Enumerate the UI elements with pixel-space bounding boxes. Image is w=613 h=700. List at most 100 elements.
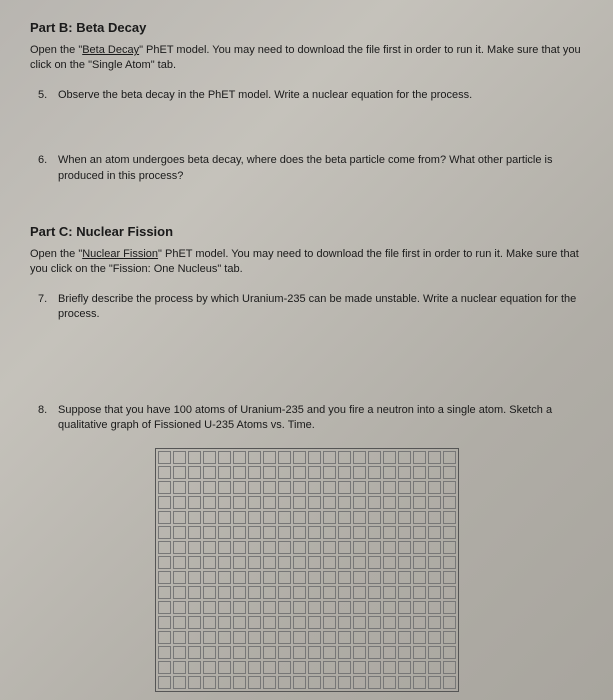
graph-cell [218,631,231,644]
graph-cell [293,601,306,614]
graph-cell [413,496,426,509]
graph-cell [173,496,186,509]
graph-cell [398,586,411,599]
graph-cell [368,586,381,599]
graph-cell [203,556,216,569]
graph-cell [158,676,171,689]
graph-cell [308,451,321,464]
graph-cell [323,631,336,644]
graph-cell [203,451,216,464]
graph-cell [368,661,381,674]
graph-cell [248,586,261,599]
graph-cell [443,526,456,539]
graph-cell [218,646,231,659]
graph-cell [353,616,366,629]
graph-cell [218,466,231,479]
graph-cell [293,466,306,479]
graph-cell [278,466,291,479]
graph-cell [188,661,201,674]
graph-cell [443,511,456,524]
graph-cell [218,541,231,554]
graph-cell [323,466,336,479]
graph-cell [263,481,276,494]
graph-cell [188,511,201,524]
question-6-text: When an atom undergoes beta decay, where… [58,154,552,181]
graph-cell [218,676,231,689]
graph-cell [278,571,291,584]
graph-cell [413,511,426,524]
graph-cell [353,526,366,539]
graph-cell [413,631,426,644]
part-c-section: Part C: Nuclear Fission Open the "Nuclea… [30,224,583,692]
graph-cell [413,556,426,569]
graph-cell [383,646,396,659]
graph-cell [323,481,336,494]
graph-cell [278,601,291,614]
graph-cell [248,616,261,629]
graph-cell [218,481,231,494]
graph-cell [188,586,201,599]
graph-cell [383,556,396,569]
graph-cell [188,646,201,659]
graph-cell [158,631,171,644]
graph-cell [293,586,306,599]
graph-cell [443,451,456,464]
graph-cell [368,481,381,494]
graph-cell [368,451,381,464]
graph-cell [188,496,201,509]
graph-cell [398,451,411,464]
graph-cell [338,481,351,494]
graph-cell [293,451,306,464]
graph-cell [443,466,456,479]
graph-grid [155,448,459,692]
graph-cell [383,586,396,599]
graph-cell [158,646,171,659]
graph-cell [263,466,276,479]
graph-cell [383,661,396,674]
graph-cell [398,556,411,569]
graph-cell [398,541,411,554]
graph-cell [233,586,246,599]
graph-cell [413,601,426,614]
graph-cell [353,556,366,569]
graph-cell [218,556,231,569]
graph-cell [308,586,321,599]
graph-cell [413,661,426,674]
graph-cell [203,616,216,629]
graph-cell [323,646,336,659]
graph-cell [263,511,276,524]
graph-cell [398,571,411,584]
graph-cell [218,526,231,539]
graph-cell [398,661,411,674]
graph-cell [413,541,426,554]
graph-cell [203,601,216,614]
graph-cell [188,526,201,539]
graph-cell [308,481,321,494]
graph-cell [263,631,276,644]
graph-cell [173,676,186,689]
graph-cell [338,556,351,569]
graph-cell [308,601,321,614]
question-8-text: Suppose that you have 100 atoms of Urani… [58,404,552,431]
graph-cell [428,556,441,569]
graph-cell [353,541,366,554]
part-c-header: Part C: Nuclear Fission [30,224,583,239]
graph-cell [293,676,306,689]
graph-cell [158,661,171,674]
graph-cell [353,676,366,689]
graph-cell [368,526,381,539]
graph-cell [203,646,216,659]
graph-cell [188,451,201,464]
question-7-num: 7. [38,292,47,307]
graph-cell [233,676,246,689]
graph-cell [383,616,396,629]
graph-cell [188,601,201,614]
graph-cell [413,676,426,689]
graph-cell [203,541,216,554]
graph-cell [203,631,216,644]
question-5-text: Observe the beta decay in the PhET model… [58,89,472,101]
graph-cell [338,676,351,689]
graph-cell [158,511,171,524]
graph-cell [338,496,351,509]
graph-cell [293,616,306,629]
